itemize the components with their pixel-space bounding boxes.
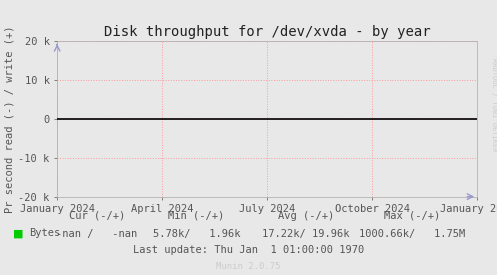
Text: Munin 2.0.75: Munin 2.0.75 xyxy=(216,262,281,271)
Title: Disk throughput for /dev/xvda - by year: Disk throughput for /dev/xvda - by year xyxy=(104,25,430,39)
Text: 1000.66k/   1.75M: 1000.66k/ 1.75M xyxy=(359,229,466,238)
Text: Cur (-/+): Cur (-/+) xyxy=(69,211,125,221)
Text: -nan /   -nan: -nan / -nan xyxy=(56,229,138,238)
Y-axis label: Pr second read (-) / write (+): Pr second read (-) / write (+) xyxy=(4,25,14,213)
Text: Max (-/+): Max (-/+) xyxy=(384,211,441,221)
Text: Avg (-/+): Avg (-/+) xyxy=(277,211,334,221)
Text: Min (-/+): Min (-/+) xyxy=(168,211,225,221)
Text: Last update: Thu Jan  1 01:00:00 1970: Last update: Thu Jan 1 01:00:00 1970 xyxy=(133,245,364,255)
Text: ■: ■ xyxy=(13,229,24,238)
Text: Bytes: Bytes xyxy=(29,229,60,238)
Text: RRDTOOL / TOBI OETIKER: RRDTOOL / TOBI OETIKER xyxy=(491,58,497,151)
Text: 17.22k/ 19.96k: 17.22k/ 19.96k xyxy=(262,229,349,238)
Text: 5.78k/   1.96k: 5.78k/ 1.96k xyxy=(153,229,240,238)
